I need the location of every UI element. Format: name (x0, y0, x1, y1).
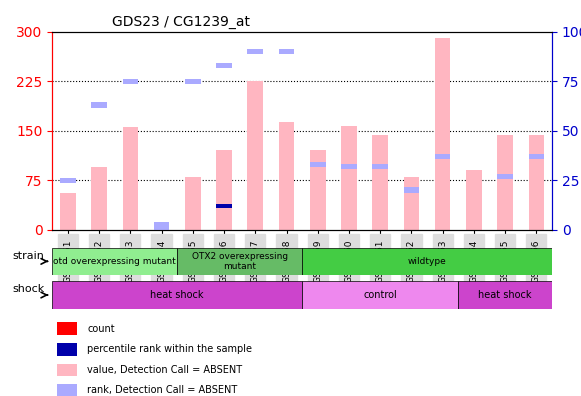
Bar (372, 135, 388, 230)
Text: count: count (87, 324, 115, 334)
Text: strain: strain (13, 251, 44, 261)
Text: GDS23 / CG1239_at: GDS23 / CG1239_at (112, 15, 250, 29)
Bar (123, 128, 138, 230)
Bar (185, 78, 200, 84)
Bar (216, 63, 232, 68)
Bar (91, 102, 107, 108)
Text: heat shock: heat shock (478, 290, 532, 300)
Text: rank, Detection Call = ABSENT: rank, Detection Call = ABSENT (87, 385, 238, 396)
Bar (435, 154, 450, 159)
Bar (185, 177, 200, 230)
Bar (529, 135, 544, 230)
Text: percentile rank within the sample: percentile rank within the sample (87, 344, 252, 354)
Bar (123, 78, 138, 84)
Bar (279, 49, 295, 54)
Bar (58, 322, 77, 335)
Bar (279, 122, 295, 230)
FancyBboxPatch shape (302, 281, 458, 309)
Bar (435, 38, 450, 230)
Bar (310, 162, 325, 167)
Text: shock: shock (12, 284, 44, 295)
Bar (341, 164, 357, 169)
Bar (248, 81, 263, 230)
Bar (58, 384, 77, 396)
Text: wildtype: wildtype (408, 257, 446, 266)
Bar (497, 135, 513, 230)
Bar (529, 154, 544, 159)
FancyBboxPatch shape (458, 281, 552, 309)
Bar (404, 187, 419, 193)
Bar (248, 49, 263, 54)
Bar (216, 204, 232, 208)
Bar (310, 150, 325, 230)
Bar (497, 173, 513, 179)
Bar (404, 177, 419, 230)
Bar (466, 170, 482, 230)
Bar (154, 222, 170, 230)
Bar (60, 177, 76, 183)
Bar (60, 193, 76, 230)
Text: otd overexpressing mutant: otd overexpressing mutant (53, 257, 176, 266)
FancyBboxPatch shape (52, 248, 177, 275)
Bar (341, 126, 357, 230)
Bar (91, 167, 107, 230)
FancyBboxPatch shape (52, 281, 302, 309)
Bar (216, 150, 232, 230)
FancyBboxPatch shape (177, 248, 302, 275)
FancyBboxPatch shape (302, 248, 552, 275)
Bar (58, 364, 77, 376)
Bar (372, 164, 388, 169)
Bar (58, 343, 77, 356)
Text: control: control (363, 290, 397, 300)
Text: value, Detection Call = ABSENT: value, Detection Call = ABSENT (87, 365, 242, 375)
Text: heat shock: heat shock (150, 290, 204, 300)
Text: OTX2 overexpressing
mutant: OTX2 overexpressing mutant (192, 252, 288, 271)
